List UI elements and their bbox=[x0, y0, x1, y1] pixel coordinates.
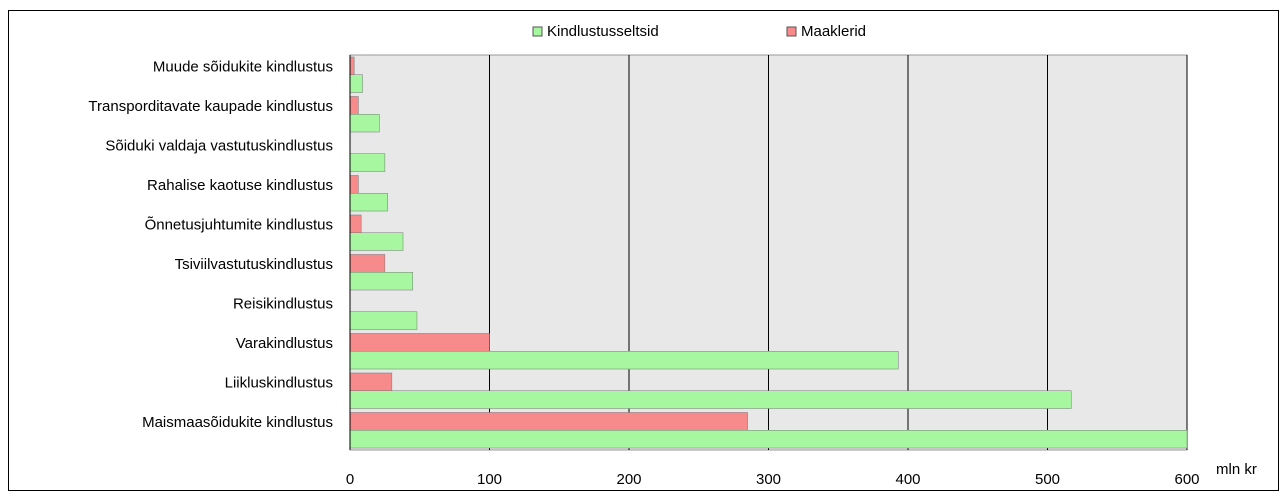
x-tick-label: 200 bbox=[616, 471, 641, 488]
bar bbox=[349, 153, 386, 172]
y-tick-label: Transporditavate kaupade kindlustus bbox=[88, 98, 333, 115]
bar bbox=[349, 214, 362, 234]
bar bbox=[349, 390, 1072, 409]
y-tick-label: Rahalise kaotuse kindlustus bbox=[147, 177, 333, 194]
x-axis-label: mln kr bbox=[1216, 461, 1257, 478]
bar bbox=[349, 254, 386, 273]
y-tick-label: Sõiduki valdaja vastutuskindlustus bbox=[105, 138, 333, 155]
bar bbox=[349, 351, 899, 370]
bar bbox=[349, 232, 404, 251]
legend-swatch bbox=[532, 26, 543, 37]
bar bbox=[349, 412, 748, 431]
bar bbox=[349, 333, 490, 352]
x-tick-label: 400 bbox=[895, 471, 920, 488]
bar bbox=[349, 272, 414, 291]
legend-swatch bbox=[786, 26, 797, 37]
x-tick-label: 0 bbox=[346, 471, 354, 488]
bar bbox=[349, 96, 359, 115]
y-tick-label: Liikluskindlustus bbox=[225, 375, 333, 392]
bar bbox=[349, 430, 1188, 449]
bar bbox=[349, 193, 388, 212]
bar bbox=[349, 372, 393, 392]
x-tick-label: 100 bbox=[477, 471, 502, 488]
bar bbox=[349, 175, 359, 194]
bar bbox=[349, 56, 355, 75]
y-tick-label: Õnnetusjuhtumite kindlustus bbox=[145, 217, 333, 234]
bar bbox=[349, 74, 363, 93]
legend-label: Maaklerid bbox=[801, 23, 866, 40]
x-tick-label: 600 bbox=[1174, 471, 1199, 488]
legend-label: Kindlustusseltsid bbox=[547, 23, 659, 40]
y-tick-label: Muude sõidukite kindlustus bbox=[153, 59, 333, 76]
x-tick-label: 300 bbox=[756, 471, 781, 488]
bar bbox=[349, 311, 418, 330]
y-tick-label: Tsiviilvastutuskindlustus bbox=[175, 256, 333, 273]
y-tick-label: Reisikindlustus bbox=[233, 296, 333, 313]
y-tick-label: Maismaasõidukite kindlustus bbox=[142, 414, 333, 431]
bar bbox=[349, 114, 380, 133]
y-tick-label: Varakindlustus bbox=[236, 335, 333, 352]
x-tick-label: 500 bbox=[1035, 471, 1060, 488]
